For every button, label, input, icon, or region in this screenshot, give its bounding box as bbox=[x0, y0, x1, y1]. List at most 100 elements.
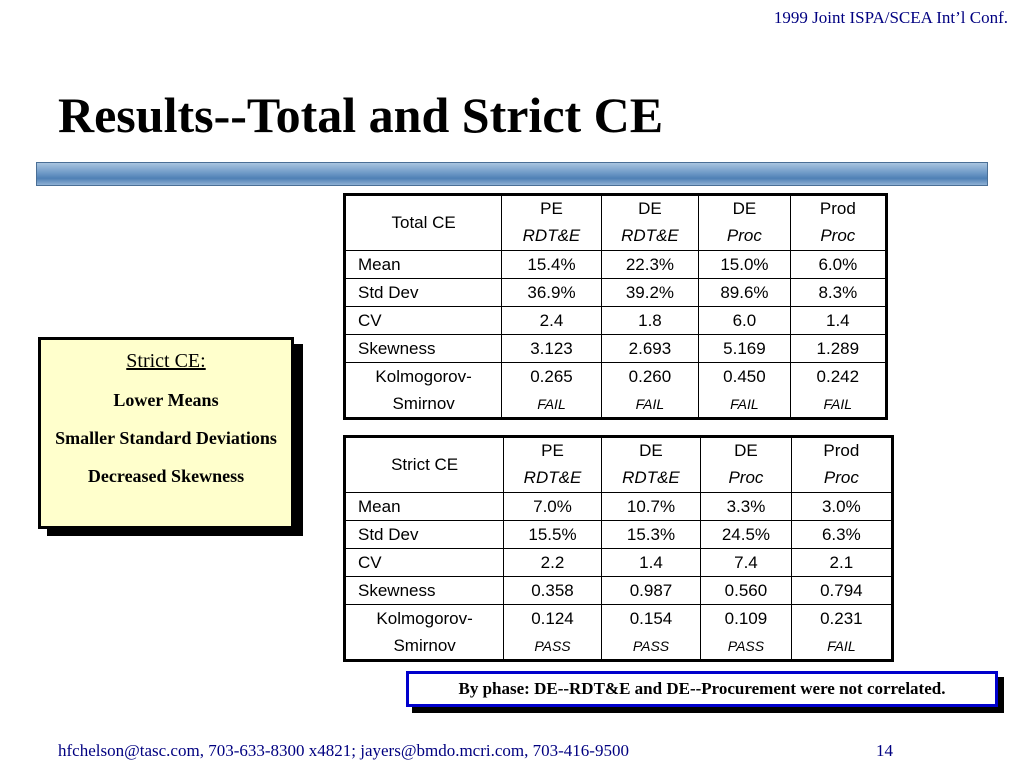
page-number: 14 bbox=[876, 741, 893, 760]
table-cell: 0.794 bbox=[790, 576, 894, 605]
correlation-note: By phase: DE--RDT&E and DE--Procurement … bbox=[406, 671, 998, 707]
table-cell: 15.5% bbox=[503, 520, 602, 549]
table-cell: 2.1 bbox=[790, 548, 894, 577]
row-label: Smirnov bbox=[343, 390, 503, 419]
table-cell: 15.4% bbox=[501, 250, 602, 279]
test-result: FAIL bbox=[789, 390, 888, 419]
column-subheader: RDT&E bbox=[600, 464, 702, 493]
row-label: Skewness bbox=[343, 576, 505, 605]
table-row: Mean 7.0% 10.7% 3.3% 3.0% bbox=[343, 492, 894, 521]
table-cell: 0.154 bbox=[600, 604, 702, 633]
column-header: Prod bbox=[789, 194, 888, 223]
table-cell: 2.693 bbox=[600, 334, 700, 363]
column-subheader: Proc bbox=[789, 222, 888, 251]
row-label: Smirnov bbox=[343, 632, 505, 661]
table-cell: 7.0% bbox=[503, 492, 602, 521]
table-cell: 3.0% bbox=[790, 492, 894, 521]
table-cell: 0.260 bbox=[600, 362, 700, 391]
column-subheader: Proc bbox=[790, 464, 894, 493]
row-label: Mean bbox=[343, 492, 505, 521]
table-label: Total CE bbox=[343, 194, 503, 251]
column-subheader: Proc bbox=[700, 464, 792, 493]
row-label: Std Dev bbox=[343, 520, 505, 549]
row-label: Kolmogorov- bbox=[343, 604, 505, 633]
test-result: FAIL bbox=[698, 390, 791, 419]
table-cell: 0.124 bbox=[503, 604, 602, 633]
column-subheader: Proc bbox=[698, 222, 791, 251]
row-label: Kolmogorov- bbox=[343, 362, 503, 391]
test-result: FAIL bbox=[790, 632, 894, 661]
strict-ce-callout: Strict CE: Lower Means Smaller Standard … bbox=[38, 337, 294, 529]
table-row: Smirnov FAIL FAIL FAIL FAIL bbox=[343, 390, 888, 419]
column-header: PE bbox=[503, 436, 602, 465]
table-cell: 2.4 bbox=[501, 306, 602, 335]
table-label: Strict CE bbox=[343, 436, 505, 493]
callout-item: Lower Means bbox=[113, 390, 219, 410]
table-row: CV 2.4 1.8 6.0 1.4 bbox=[343, 306, 888, 335]
table-row: Smirnov PASS PASS PASS FAIL bbox=[343, 632, 894, 661]
conference-label: 1999 Joint ISPA/SCEA Int’l Conf. bbox=[773, 8, 1008, 27]
row-label: CV bbox=[343, 306, 503, 335]
table-row: Mean 15.4% 22.3% 15.0% 6.0% bbox=[343, 250, 888, 279]
table-cell: 0.109 bbox=[700, 604, 792, 633]
column-header: DE bbox=[600, 436, 702, 465]
test-result: PASS bbox=[503, 632, 602, 661]
table-cell: 1.8 bbox=[600, 306, 700, 335]
table-cell: 7.4 bbox=[700, 548, 792, 577]
title-divider-bar bbox=[36, 162, 988, 186]
table-cell: 1.4 bbox=[600, 548, 702, 577]
table-cell: 3.3% bbox=[700, 492, 792, 521]
row-label: Std Dev bbox=[343, 278, 503, 307]
strict-ce-table: Strict CE PE DE DE Prod RDT&E RDT&E Proc… bbox=[343, 435, 894, 662]
callout-item: Decreased Skewness bbox=[87, 466, 245, 486]
table-cell: 2.2 bbox=[503, 548, 602, 577]
table-cell: 24.5% bbox=[700, 520, 792, 549]
column-header: Prod bbox=[790, 436, 894, 465]
table-cell: 15.0% bbox=[698, 250, 791, 279]
total-ce-table: Total CE PE DE DE Prod RDT&E RDT&E Proc … bbox=[343, 193, 888, 420]
callout-item: Smaller Standard Deviations bbox=[55, 428, 277, 448]
table-cell: 15.3% bbox=[600, 520, 702, 549]
table-cell: 10.7% bbox=[600, 492, 702, 521]
table-cell: 36.9% bbox=[501, 278, 602, 307]
table-row: Kolmogorov- 0.265 0.260 0.450 0.242 bbox=[343, 362, 888, 391]
table-cell: 0.560 bbox=[700, 576, 792, 605]
row-label: Mean bbox=[343, 250, 503, 279]
table-cell: 0.358 bbox=[503, 576, 602, 605]
table-row: Skewness 0.358 0.987 0.560 0.794 bbox=[343, 576, 894, 605]
column-header: DE bbox=[600, 194, 700, 223]
row-label: Skewness bbox=[343, 334, 503, 363]
table-cell: 39.2% bbox=[600, 278, 700, 307]
test-result: PASS bbox=[700, 632, 792, 661]
table-row: Std Dev 15.5% 15.3% 24.5% 6.3% bbox=[343, 520, 894, 549]
test-result: PASS bbox=[600, 632, 702, 661]
table-cell: 5.169 bbox=[698, 334, 791, 363]
table-header-row: Total CE PE DE DE Prod bbox=[343, 194, 888, 251]
table-row: Skewness 3.123 2.693 5.169 1.289 bbox=[343, 334, 888, 363]
column-header: DE bbox=[700, 436, 792, 465]
table-cell: 6.0 bbox=[698, 306, 791, 335]
table-cell: 0.987 bbox=[600, 576, 702, 605]
row-label: CV bbox=[343, 548, 505, 577]
table-cell: 0.231 bbox=[790, 604, 894, 633]
table-cell: 89.6% bbox=[698, 278, 791, 307]
test-result: FAIL bbox=[600, 390, 700, 419]
table-cell: 3.123 bbox=[501, 334, 602, 363]
table-cell: 1.4 bbox=[789, 306, 888, 335]
column-subheader: RDT&E bbox=[600, 222, 700, 251]
table-cell: 1.289 bbox=[789, 334, 888, 363]
table-header-row: RDT&E RDT&E Proc Proc bbox=[345, 464, 894, 493]
callout-heading: Strict CE: bbox=[126, 350, 206, 372]
table-header-row: Strict CE PE DE DE Prod bbox=[343, 436, 894, 493]
column-subheader: RDT&E bbox=[501, 222, 602, 251]
test-result: FAIL bbox=[501, 390, 602, 419]
footer-contact: hfchelson@tasc.com, 703-633-8300 x4821; … bbox=[58, 741, 629, 760]
table-row: CV 2.2 1.4 7.4 2.1 bbox=[343, 548, 894, 577]
column-subheader: RDT&E bbox=[503, 464, 602, 493]
table-row: Kolmogorov- 0.124 0.154 0.109 0.231 bbox=[343, 604, 894, 633]
table-cell: 0.242 bbox=[789, 362, 888, 391]
slide-title: Results--Total and Strict CE bbox=[58, 87, 664, 143]
table-cell: 22.3% bbox=[600, 250, 700, 279]
table-cell: 0.265 bbox=[501, 362, 602, 391]
column-header: DE bbox=[698, 194, 791, 223]
